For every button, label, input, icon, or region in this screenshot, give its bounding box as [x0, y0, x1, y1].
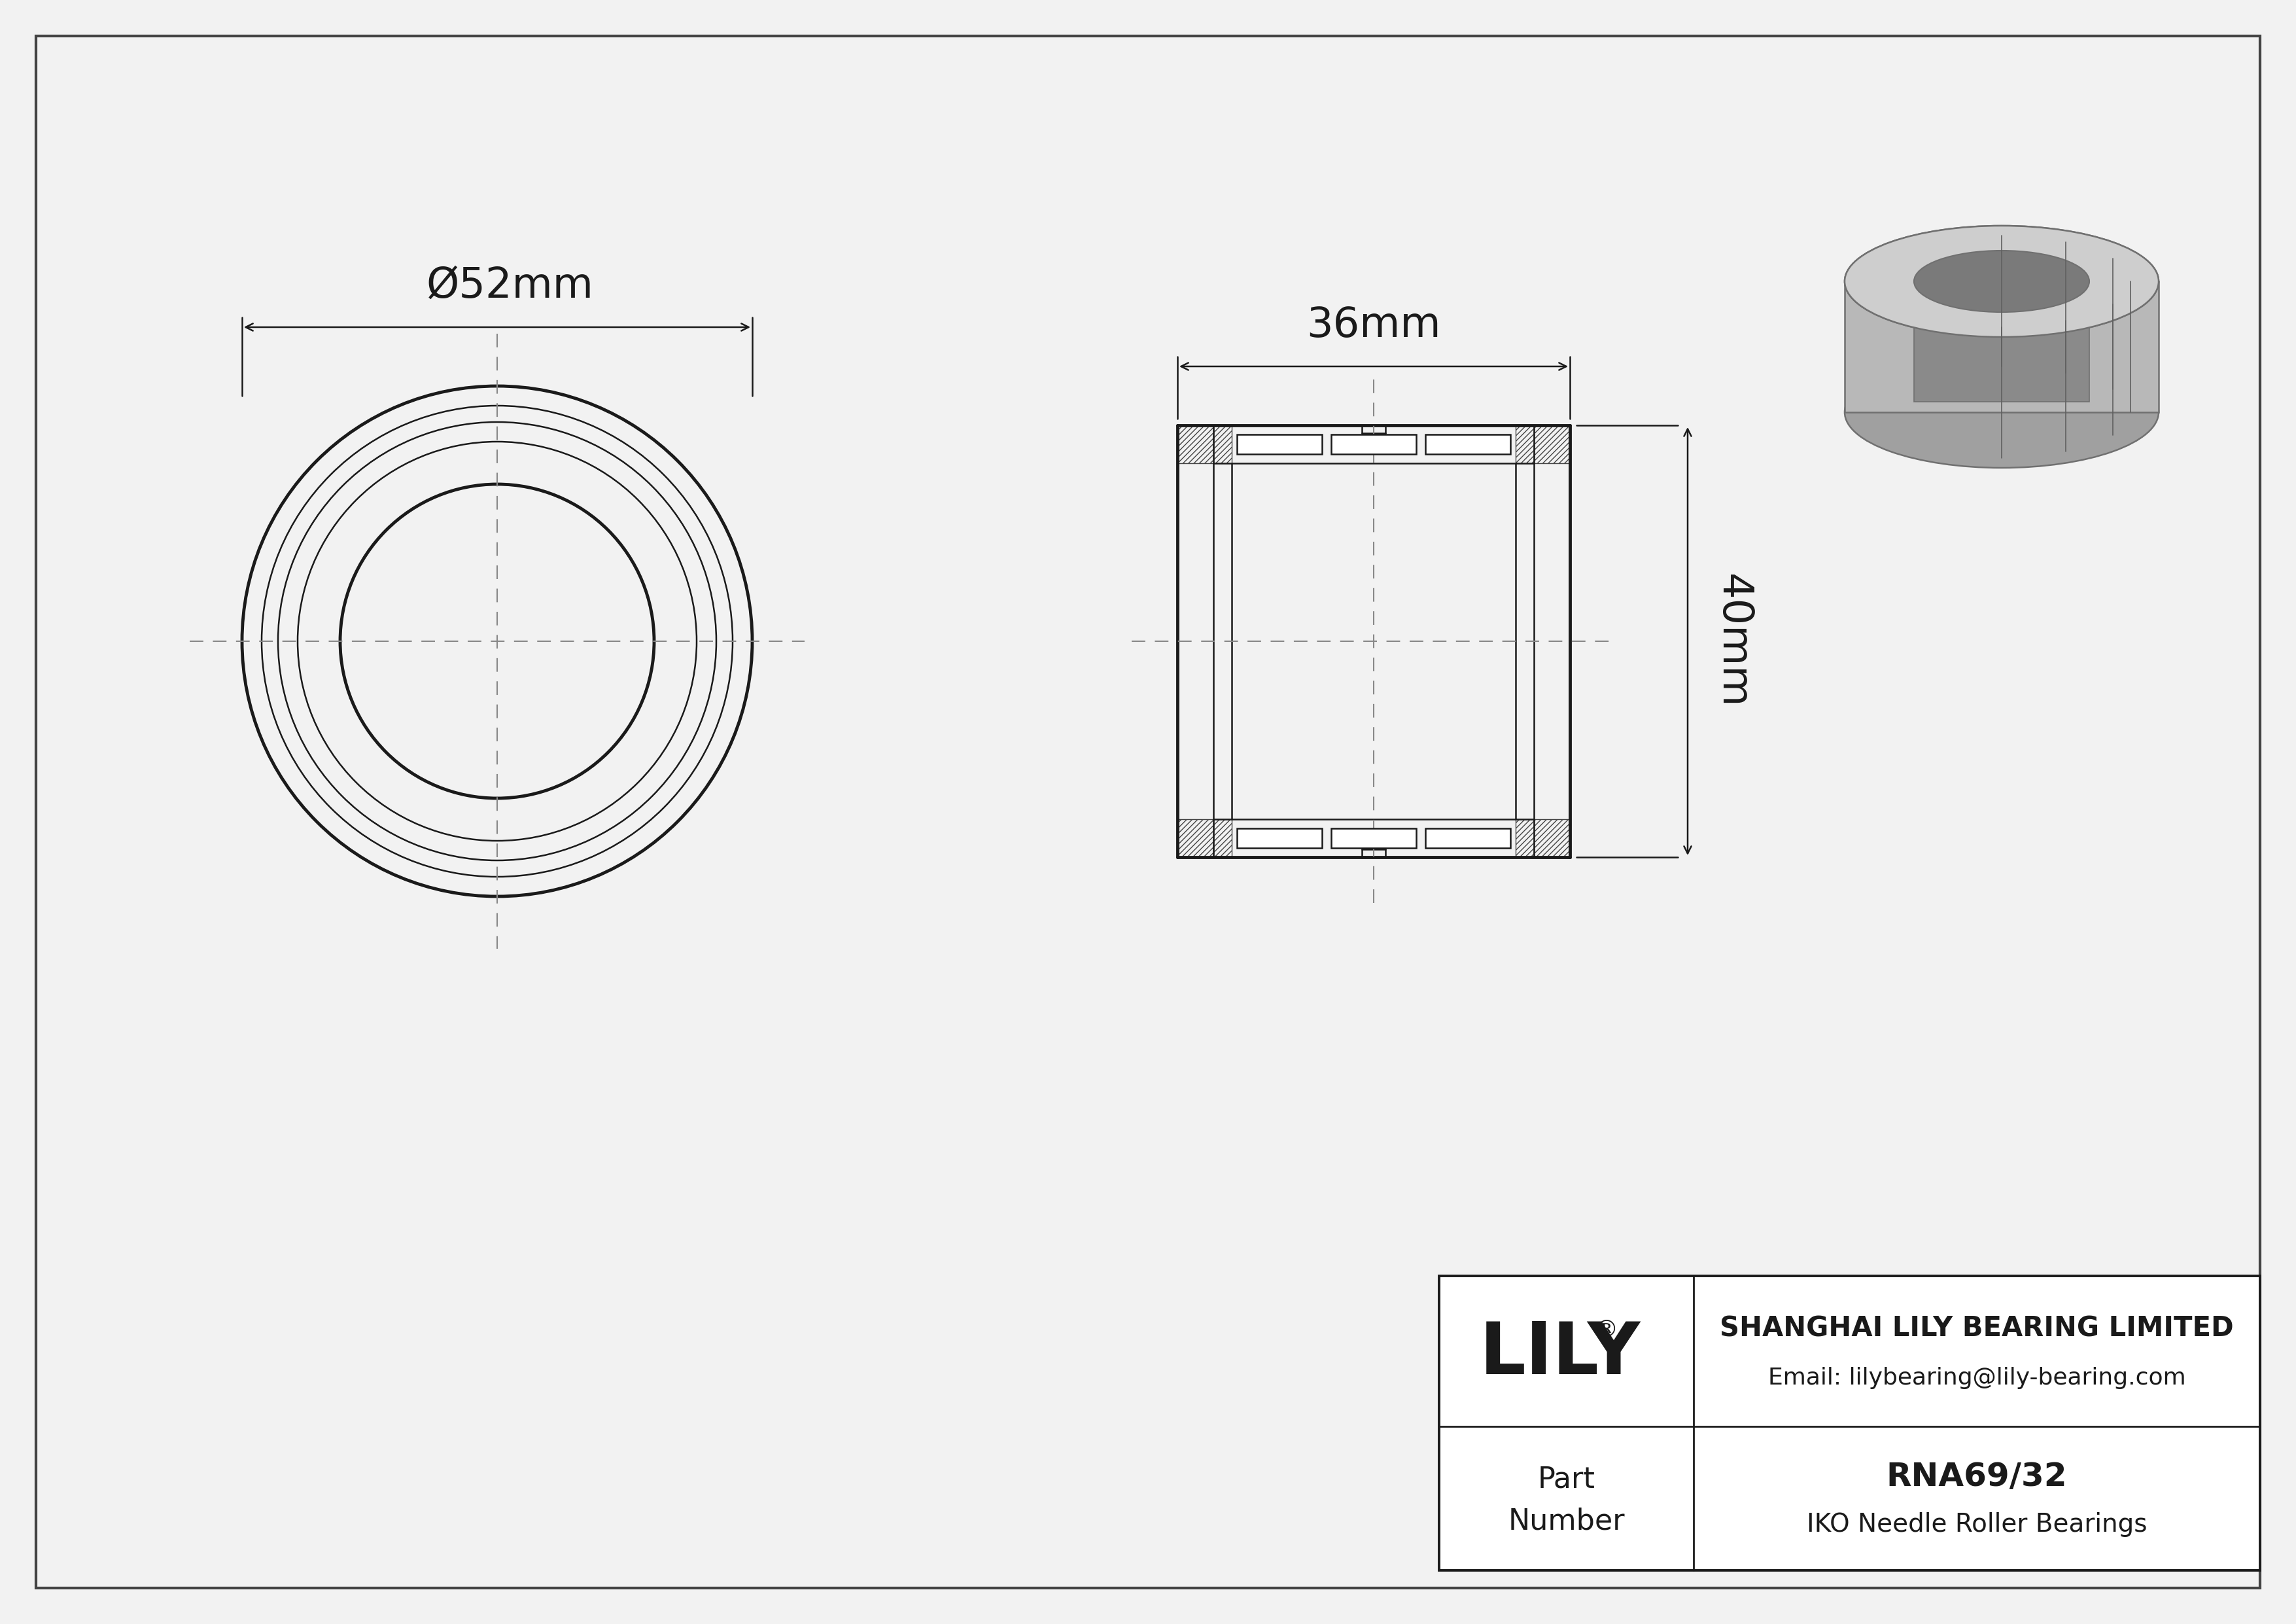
Text: ®: ® [1596, 1319, 1619, 1341]
Text: 36mm: 36mm [1306, 305, 1442, 346]
Text: 40mm: 40mm [1713, 573, 1754, 708]
Bar [1332, 435, 1417, 455]
Text: Ø52mm: Ø52mm [427, 266, 595, 307]
Text: IKO Needle Roller Bearings: IKO Needle Roller Bearings [1807, 1512, 2147, 1536]
Bar [1440, 1276, 2259, 1570]
Ellipse shape [1844, 357, 2158, 468]
Bar [1534, 818, 1570, 857]
Bar [1178, 425, 1212, 463]
Ellipse shape [1915, 250, 2089, 312]
Bar [1534, 425, 1570, 463]
Bar [1426, 435, 1511, 455]
Bar [1332, 828, 1417, 848]
Text: Part: Part [1538, 1465, 1596, 1494]
Bar [1178, 818, 1212, 857]
Text: Number: Number [1508, 1507, 1626, 1535]
Bar [1426, 828, 1511, 848]
Ellipse shape [1844, 226, 2158, 336]
Bar [1515, 425, 1534, 463]
Bar [1238, 828, 1322, 848]
Bar [1212, 425, 1231, 463]
Text: Email: lilybearing@lily-bearing.com: Email: lilybearing@lily-bearing.com [1768, 1367, 2186, 1390]
Bar [1515, 818, 1534, 857]
Ellipse shape [1844, 226, 2158, 336]
Bar [1212, 818, 1231, 857]
Text: LILY: LILY [1479, 1319, 1639, 1390]
Bar [1844, 281, 2158, 412]
Bar [1238, 435, 1322, 455]
Bar [1915, 281, 2089, 401]
Text: SHANGHAI LILY BEARING LIMITED: SHANGHAI LILY BEARING LIMITED [1720, 1315, 2234, 1343]
Text: RNA69/32: RNA69/32 [1887, 1462, 2066, 1492]
